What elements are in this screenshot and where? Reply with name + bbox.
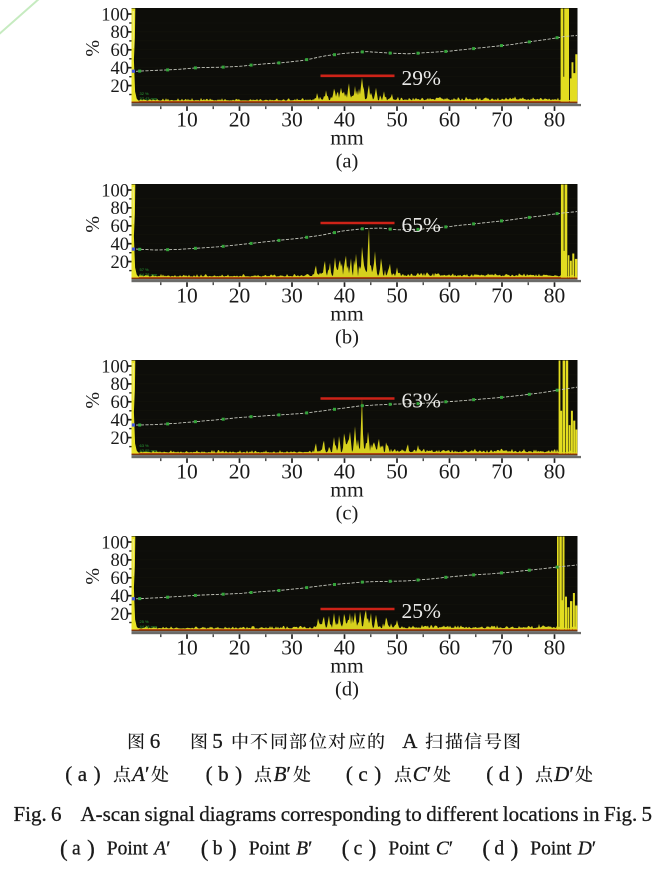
svg-text:100: 100 — [101, 533, 129, 553]
svg-text:mm: mm — [330, 478, 364, 502]
svg-text:57 %: 57 % — [140, 267, 150, 272]
svg-text:%: % — [82, 392, 104, 409]
svg-text:50: 50 — [386, 284, 408, 308]
svg-text:50: 50 — [386, 108, 408, 132]
svg-text:80: 80 — [544, 460, 566, 484]
svg-text:32 %: 32 % — [140, 91, 150, 96]
svg-text:mm: mm — [330, 126, 364, 150]
svg-text:100: 100 — [101, 181, 129, 201]
svg-text:80: 80 — [111, 199, 130, 219]
svg-text:44.18 mm: 44.18 mm — [140, 624, 158, 629]
svg-text:60: 60 — [439, 636, 461, 660]
svg-text:30: 30 — [281, 108, 303, 132]
svg-text:60: 60 — [111, 217, 130, 237]
svg-text:10: 10 — [176, 108, 198, 132]
svg-text:80: 80 — [544, 108, 566, 132]
svg-text:37.43 mm: 37.43 mm — [140, 96, 158, 101]
svg-text:20: 20 — [111, 253, 130, 273]
svg-text:80: 80 — [111, 375, 130, 395]
svg-text:43.05 mm: 43.05 mm — [140, 448, 158, 453]
svg-text:70: 70 — [491, 284, 513, 308]
svg-text:40: 40 — [334, 460, 356, 484]
svg-text:40: 40 — [111, 59, 130, 79]
svg-text:100: 100 — [101, 357, 129, 377]
svg-text:44.72 mm: 44.72 mm — [140, 272, 158, 277]
svg-text:(b): (b) — [335, 327, 359, 349]
svg-text:60: 60 — [439, 460, 461, 484]
svg-text:63%: 63% — [402, 389, 442, 413]
svg-text:60: 60 — [111, 393, 130, 413]
svg-text:70: 70 — [491, 636, 513, 660]
svg-text:50: 50 — [386, 460, 408, 484]
svg-text:20: 20 — [111, 429, 130, 449]
svg-text:80: 80 — [544, 284, 566, 308]
svg-text:70: 70 — [491, 108, 513, 132]
svg-text:80: 80 — [544, 636, 566, 660]
svg-text:65%: 65% — [402, 213, 442, 237]
svg-text:10: 10 — [176, 460, 198, 484]
svg-text:30: 30 — [281, 460, 303, 484]
svg-text:40: 40 — [334, 284, 356, 308]
svg-text:mm: mm — [330, 302, 364, 326]
svg-text:20: 20 — [229, 108, 251, 132]
svg-text:60: 60 — [111, 569, 130, 589]
svg-text:80: 80 — [111, 551, 130, 571]
svg-text:20: 20 — [229, 460, 251, 484]
svg-text:25 %: 25 % — [140, 619, 150, 624]
svg-text:30: 30 — [281, 284, 303, 308]
svg-text:40: 40 — [111, 235, 130, 255]
svg-text:10: 10 — [176, 284, 198, 308]
svg-text:63 %: 63 % — [140, 443, 150, 448]
svg-text:80: 80 — [111, 23, 130, 43]
svg-text:60: 60 — [111, 41, 130, 61]
svg-text:100: 100 — [101, 5, 129, 25]
svg-text:(d): (d) — [335, 679, 359, 701]
svg-text:%: % — [82, 568, 104, 585]
svg-text:70: 70 — [491, 460, 513, 484]
svg-text:40: 40 — [334, 108, 356, 132]
svg-text:mm: mm — [330, 654, 364, 678]
svg-text:20: 20 — [229, 284, 251, 308]
svg-text:60: 60 — [439, 108, 461, 132]
svg-text:60: 60 — [439, 284, 461, 308]
svg-text:40: 40 — [334, 636, 356, 660]
svg-text:25%: 25% — [402, 599, 442, 623]
svg-text:10: 10 — [176, 636, 198, 660]
svg-text:(c): (c) — [336, 503, 359, 525]
svg-text:%: % — [82, 40, 104, 57]
svg-text:20: 20 — [111, 605, 130, 625]
svg-text:20: 20 — [229, 636, 251, 660]
svg-text:40: 40 — [111, 411, 130, 431]
svg-text:30: 30 — [281, 636, 303, 660]
svg-text:%: % — [82, 216, 104, 233]
svg-text:29%: 29% — [402, 66, 442, 90]
svg-text:50: 50 — [386, 636, 408, 660]
svg-text:40: 40 — [111, 587, 130, 607]
svg-text:20: 20 — [111, 77, 130, 97]
svg-text:(a): (a) — [336, 151, 359, 173]
